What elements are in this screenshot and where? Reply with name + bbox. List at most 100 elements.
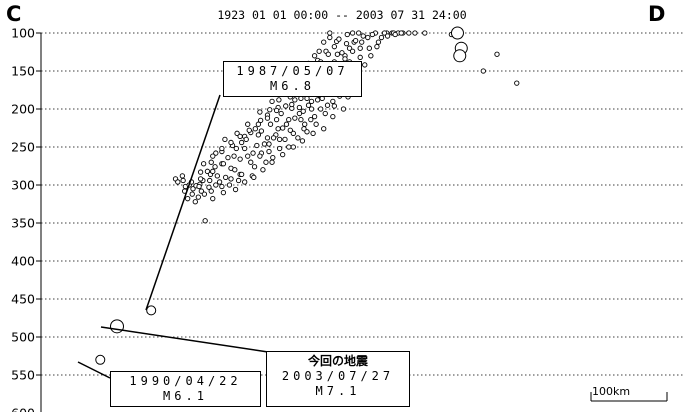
hypocenter-point xyxy=(266,141,272,147)
hypocenter-point xyxy=(237,156,243,162)
hypocenter-point xyxy=(175,179,181,185)
hypocenter-point xyxy=(298,116,304,123)
hypocenter-point xyxy=(198,188,205,194)
leader-1990 xyxy=(77,361,111,379)
hypocenter-point xyxy=(254,142,260,149)
hypocenter-point xyxy=(280,125,286,131)
hypocenter-point xyxy=(287,127,293,133)
hypocenter-point xyxy=(255,121,262,127)
hypocenter-point xyxy=(368,53,374,59)
hypocenter-point xyxy=(283,103,289,109)
hypocenter-point xyxy=(223,174,229,181)
hypocenter-point xyxy=(357,54,363,60)
hypocenter-point xyxy=(213,182,219,188)
hypocenter-point xyxy=(233,145,239,152)
hypocenter-large-point xyxy=(453,49,467,63)
hypocenter-point xyxy=(357,45,363,51)
hypocenter-point xyxy=(331,103,338,109)
hypocenter-point xyxy=(192,199,198,205)
hypocenter-point xyxy=(207,177,213,184)
hypocenter-point xyxy=(196,183,202,190)
hypocenter-point xyxy=(220,161,227,167)
hypocenter-point xyxy=(179,173,186,179)
hypocenter-point xyxy=(286,144,292,150)
hypocenter-point xyxy=(235,177,242,184)
hypocenter-large-point xyxy=(450,26,464,40)
hypocenter-point xyxy=(374,44,380,50)
y-tick-label-250: 250 xyxy=(11,140,35,155)
hypocenter-point xyxy=(222,136,228,143)
hypocenter-point xyxy=(406,30,412,36)
hypocenter-point xyxy=(226,182,233,188)
y-tick-label-150: 150 xyxy=(11,64,35,79)
hypocenter-point xyxy=(210,153,216,159)
leader-2003 xyxy=(100,326,269,353)
hypocenter-point xyxy=(349,48,356,54)
hypocenter-point xyxy=(324,102,331,108)
hypocenter-point xyxy=(331,44,338,50)
hypocenter-point xyxy=(245,153,251,159)
hypocenter-point xyxy=(352,37,359,44)
hypocenter-point xyxy=(212,164,218,170)
hypocenter-point xyxy=(356,30,362,36)
hypocenter-point xyxy=(276,97,282,103)
hypocenter-point xyxy=(308,98,315,105)
hypocenter-point xyxy=(302,121,308,127)
hypocenter-point xyxy=(210,168,216,174)
hypocenter-point xyxy=(228,176,234,182)
hypocenter-point xyxy=(248,159,254,165)
hypocenter-point xyxy=(202,218,208,224)
hypocenter-point xyxy=(250,150,256,156)
hypocenter-point xyxy=(290,130,296,136)
callout-1987-date: 1987/05/07 xyxy=(236,64,349,78)
hypocenter-point xyxy=(292,97,298,103)
hypocenter-point xyxy=(308,116,314,123)
hypocenter-point xyxy=(366,45,372,51)
callout-leader-lines xyxy=(77,94,269,379)
scale-bar-label: 100km xyxy=(592,385,631,398)
hypocenter-point xyxy=(359,39,365,45)
hypocenter-point xyxy=(339,50,345,56)
hypocenter-point xyxy=(311,113,318,120)
callout-2003-magnitude: M7.1 xyxy=(315,384,361,398)
hypocenter-point xyxy=(264,115,271,121)
y-tick-label-200: 200 xyxy=(11,102,35,117)
hypocenter-point xyxy=(299,138,306,144)
hypocenter-point xyxy=(375,39,382,45)
hypocenter-point xyxy=(289,101,295,108)
hypocenter-point xyxy=(301,126,307,132)
hypocenter-point xyxy=(252,126,258,132)
hypocenter-point xyxy=(296,110,303,117)
hypocenter-point xyxy=(264,135,271,141)
hypocenter-point xyxy=(316,48,322,54)
hypocenter-point xyxy=(216,179,223,185)
hypocenter-point xyxy=(344,31,350,38)
hypocenter-point xyxy=(310,130,316,136)
callout-2003-date: 2003/07/27 xyxy=(281,369,395,383)
y-tick-label-300: 300 xyxy=(11,178,35,193)
hypocenter-point xyxy=(204,168,211,174)
hypocenter-point xyxy=(283,121,290,127)
hypocenter-point xyxy=(242,145,248,152)
hypocenter-point xyxy=(336,36,342,42)
hypocenter-point xyxy=(270,154,276,161)
hypocenter-point xyxy=(412,30,418,36)
hypocenter-point xyxy=(290,144,296,150)
hypocenter-point xyxy=(257,117,264,124)
hypocenter-point xyxy=(197,169,204,175)
event-2003-point xyxy=(110,319,124,334)
hypocenter-point xyxy=(296,104,303,111)
y-tick-label-550: 550 xyxy=(11,368,35,383)
hypocenter-point xyxy=(514,80,520,86)
hypocenter-point xyxy=(276,145,283,152)
hypocenter-point xyxy=(398,30,404,36)
hypocenter-point xyxy=(314,97,321,103)
hypocenter-point xyxy=(251,174,257,181)
hypocenter-point xyxy=(292,115,298,121)
callout-2003: 今回の地震 2003/07/27 M7.1 xyxy=(266,351,410,407)
hypocenter-point xyxy=(330,98,336,105)
hypocenter-point xyxy=(180,177,186,184)
hypocenter-point xyxy=(195,194,201,200)
hypocenter-point xyxy=(384,33,391,39)
